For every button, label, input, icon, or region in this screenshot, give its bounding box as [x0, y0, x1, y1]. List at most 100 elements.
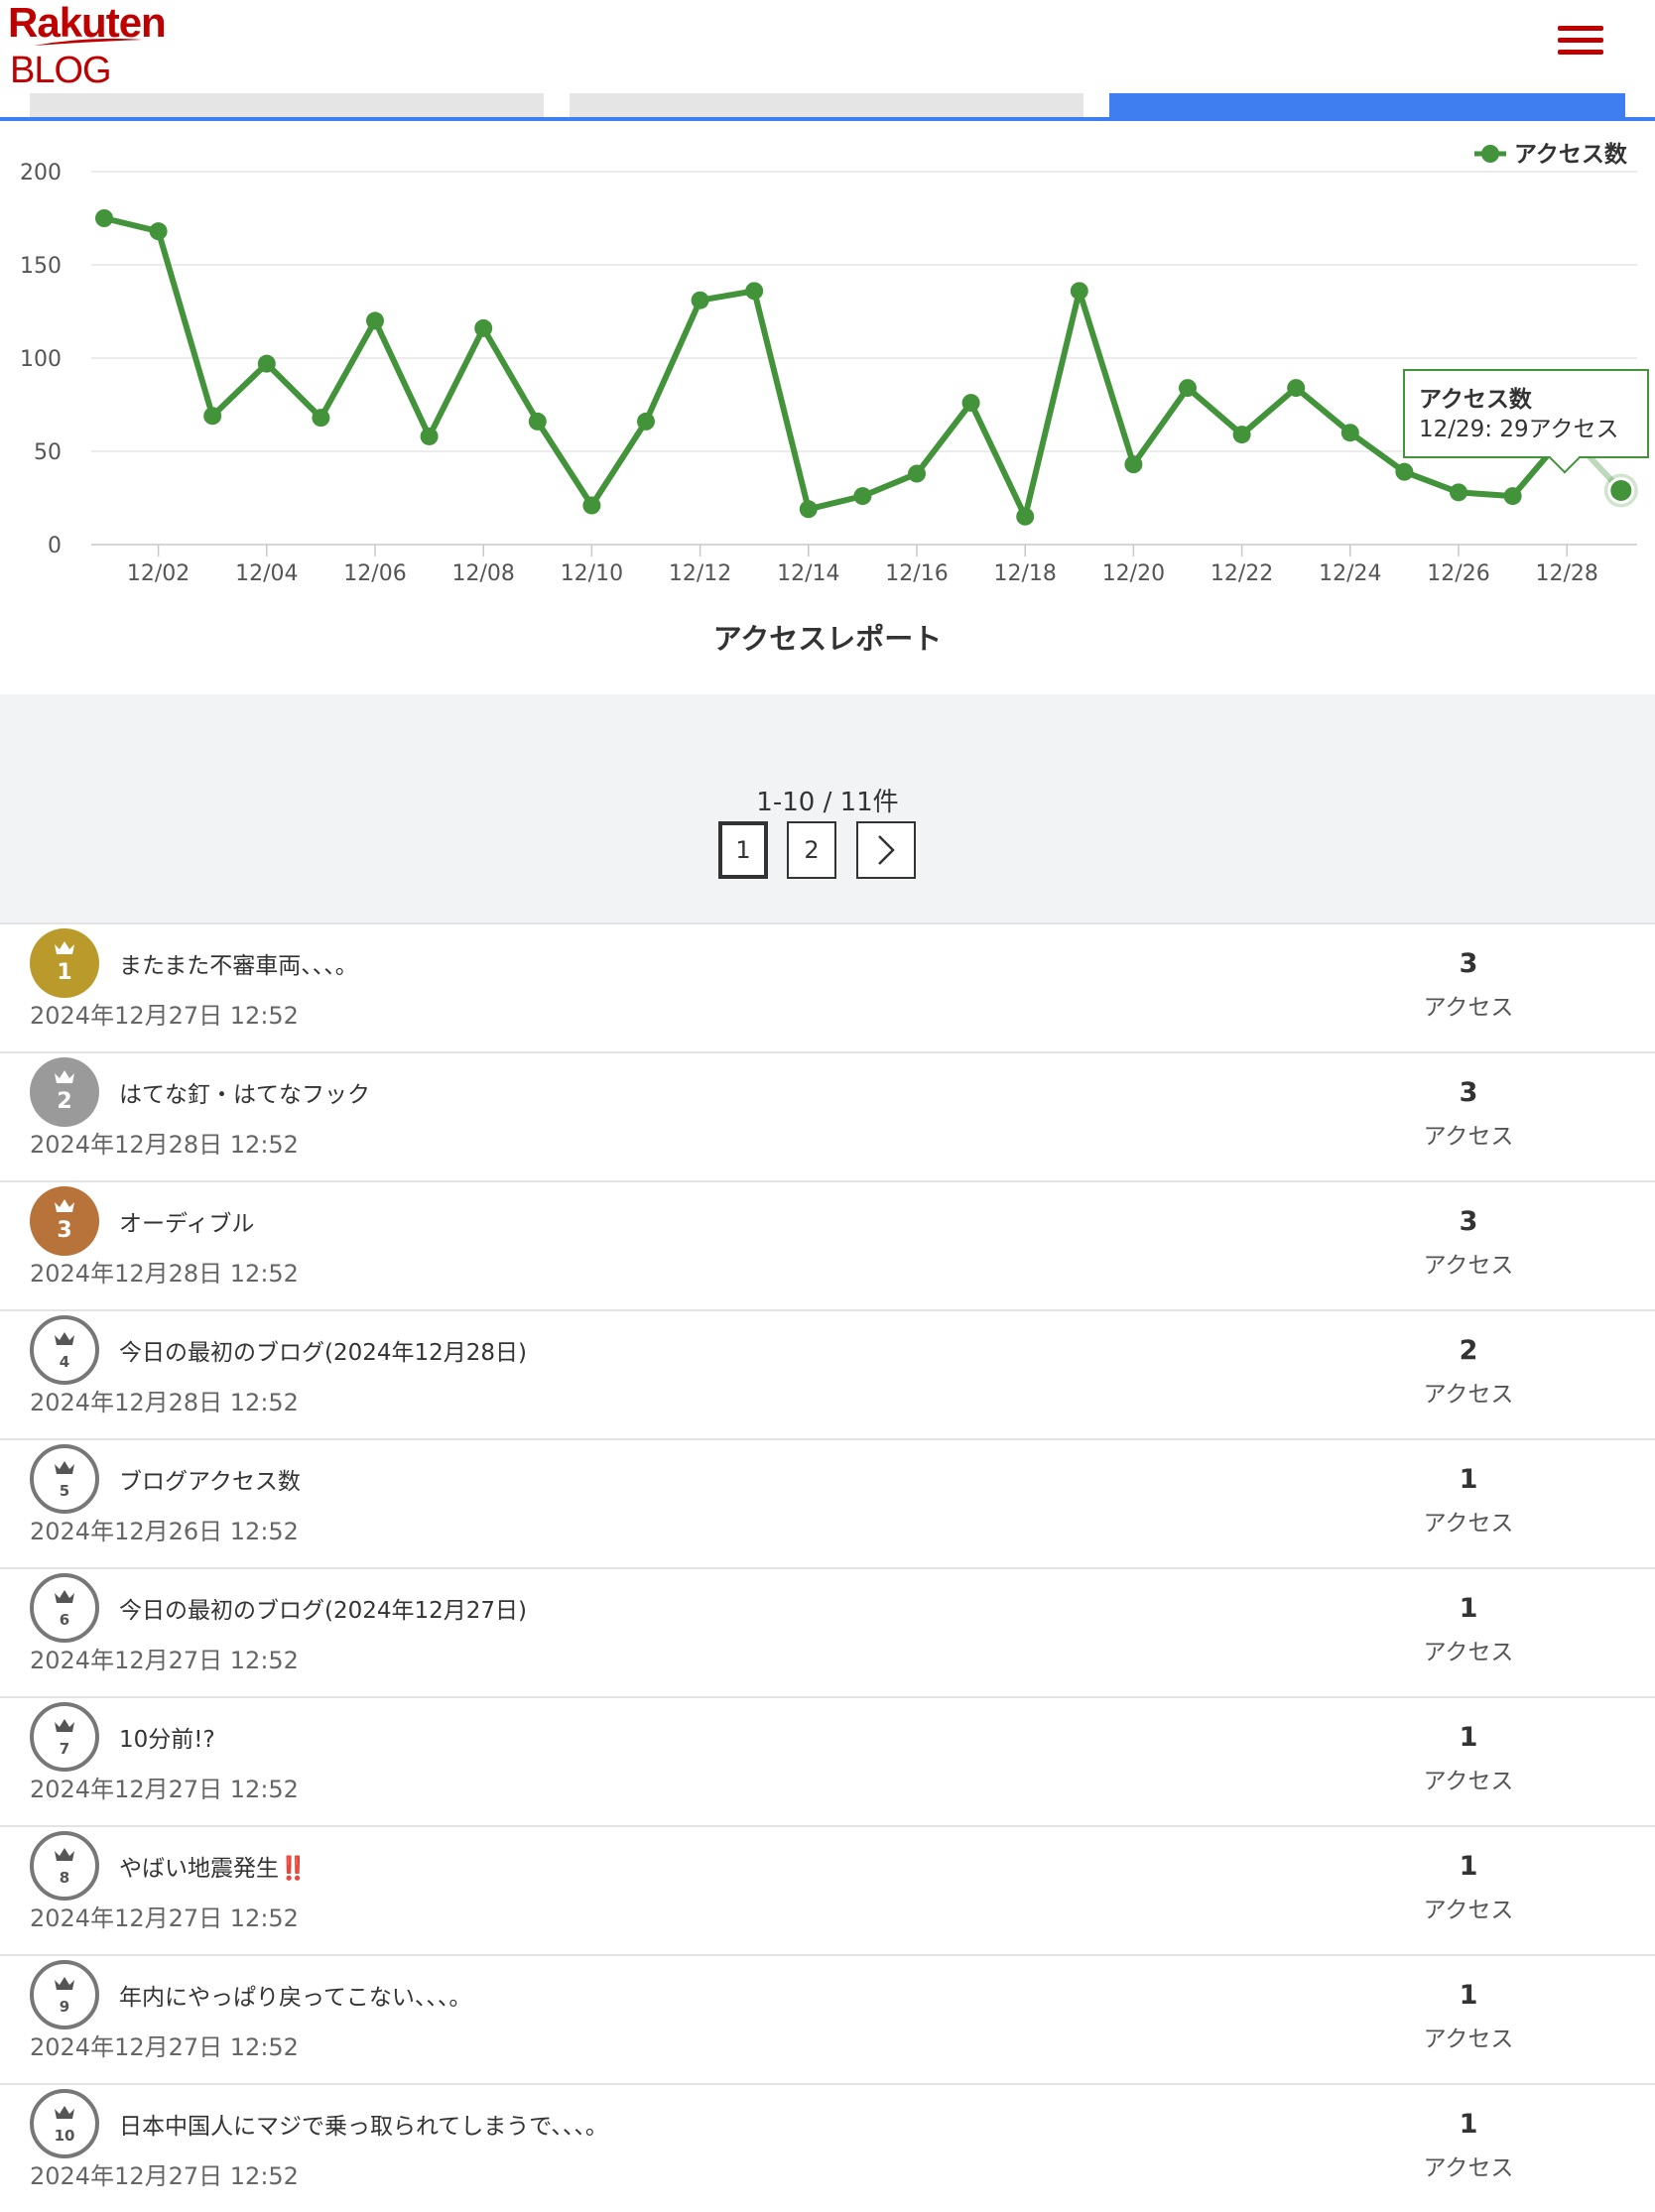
access-count: 3 — [1459, 1206, 1478, 1237]
ranking-row[interactable]: 10 日本中国人にマジで乗っ取られてしまうで、、、。 2024年12月27日 12:… — [0, 2083, 1655, 2212]
rank-badge: 4 — [30, 1315, 99, 1385]
ranking-row[interactable]: 3 オーディブル 2024年12月28日 12:52 3 アクセス — [0, 1180, 1655, 1309]
article-date: 2024年12月28日 12:52 — [30, 1131, 299, 1159]
page-1-button[interactable]: 1 — [718, 821, 768, 879]
data-point — [1607, 476, 1635, 504]
ranking-row[interactable]: 4 今日の最初のブログ(2024年12月28日) 2024年12月28日 12:52… — [0, 1309, 1655, 1438]
article-title-link[interactable]: ブログアクセス数 — [119, 1462, 301, 1496]
article-title-link[interactable]: 10分前!? — [119, 1720, 215, 1754]
ranking-row[interactable]: 8 やばい地震発生‼️ 2024年12月27日 12:52 1 アクセス — [0, 1825, 1655, 1954]
data-point — [1503, 487, 1522, 506]
data-point — [1287, 379, 1306, 398]
data-point — [799, 500, 818, 519]
ranking-row[interactable]: 1 またまた不審車両、、、。 2024年12月27日 12:52 3 アクセス — [0, 922, 1655, 1051]
x-tick-label: 12/04 — [235, 561, 298, 586]
tab-2[interactable] — [570, 93, 1083, 117]
rank-number: 5 — [59, 1482, 70, 1500]
access-unit: アクセス — [1423, 1253, 1514, 1279]
rank-badge: 7 — [30, 1702, 99, 1772]
rank-badge: 2 — [30, 1057, 99, 1127]
article-title-link[interactable]: はてな釘・はてなフック — [119, 1075, 370, 1109]
access-count: 1 — [1459, 1722, 1478, 1753]
data-point — [853, 487, 872, 506]
article-date: 2024年12月27日 12:52 — [30, 1905, 299, 1932]
rank-number: 8 — [59, 1869, 70, 1887]
rank-badge: 1 — [30, 928, 99, 998]
data-point — [1232, 426, 1251, 444]
article-date: 2024年12月27日 12:52 — [30, 2033, 299, 2061]
article-title: 今日の最初のブログ(2024年12月28日) — [119, 1340, 528, 1366]
data-point — [312, 409, 330, 428]
ranking-row[interactable]: 9 年内にやっぱり戻ってこない、、、。 2024年12月27日 12:52 1 アクセス — [0, 1954, 1655, 2083]
access-chart: 0 50 100 150 200 12/02 12/04 12/06 12/08 12/10 12/… — [0, 121, 1655, 694]
page-2-button[interactable]: 2 — [787, 821, 836, 879]
access-count: 3 — [1459, 1077, 1478, 1108]
y-tick-label: 150 — [20, 254, 62, 279]
data-point — [257, 354, 276, 373]
rank-number: 1 — [57, 960, 72, 985]
double-exclamation-icon: ‼️ — [279, 1856, 308, 1882]
pagination: 1 2 — [0, 821, 1655, 881]
hamburger-icon[interactable] — [1558, 26, 1603, 56]
article-title: 今日の最初のブログ(2024年12月27日) — [119, 1598, 528, 1624]
x-tick-label: 12/02 — [127, 561, 190, 586]
access-count: 1 — [1459, 1980, 1478, 2011]
article-date: 2024年12月28日 12:52 — [30, 1389, 299, 1416]
app-header: Rakuten BLOG — [0, 0, 1655, 122]
pagination-area: 1-10 / 11件 1 2 — [0, 694, 1655, 922]
access-count: 3 — [1459, 948, 1478, 979]
x-tick-label: 12/22 — [1210, 561, 1273, 586]
article-title-link[interactable]: 今日の最初のブログ(2024年12月27日) — [119, 1591, 527, 1625]
x-tick-label: 12/18 — [993, 561, 1056, 586]
data-point — [366, 311, 384, 330]
data-point — [420, 427, 439, 445]
ranking-row[interactable]: 2 はてな釘・はてなフック 2024年12月28日 12:52 3 アクセス — [0, 1051, 1655, 1180]
article-title-link[interactable]: 今日の最初のブログ(2024年12月28日) — [119, 1333, 527, 1367]
x-tick-label: 12/08 — [451, 561, 514, 586]
rakuten-blog-logo[interactable]: Rakuten BLOG — [8, 0, 167, 91]
article-title-link[interactable]: 年内にやっぱり戻ってこない、、、。 — [119, 1978, 471, 2012]
rank-number: 10 — [54, 2127, 75, 2145]
rank-number: 4 — [59, 1353, 70, 1371]
data-point — [528, 412, 547, 430]
article-title-link[interactable]: オーディブル — [119, 1204, 254, 1238]
tab-1[interactable] — [30, 93, 544, 117]
data-point — [1395, 462, 1414, 481]
access-count: 2 — [1459, 1335, 1478, 1366]
x-tick-label: 12/16 — [885, 561, 948, 586]
data-point — [149, 222, 168, 241]
article-title-link[interactable]: 日本中国人にマジで乗っ取られてしまうで、、、。 — [119, 2107, 608, 2141]
access-count: 1 — [1459, 1464, 1478, 1495]
tab-3-active[interactable] — [1109, 93, 1625, 117]
logo-rakuten-text: Rakuten — [8, 0, 167, 46]
crown-icon — [55, 1590, 74, 1603]
ranking-row[interactable]: 7 10分前!? 2024年12月27日 12:52 1 アクセス — [0, 1696, 1655, 1825]
data-point — [474, 318, 493, 337]
article-title-link[interactable]: やばい地震発生‼️ — [119, 1849, 308, 1883]
ranking-row[interactable]: 6 今日の最初のブログ(2024年12月27日) 2024年12月27日 12:52… — [0, 1567, 1655, 1696]
data-point — [1179, 379, 1197, 398]
crown-icon — [55, 1461, 74, 1474]
rank-number: 7 — [59, 1740, 70, 1758]
crown-icon — [55, 1719, 74, 1732]
article-title-link[interactable]: またまた不審車両、、、。 — [119, 946, 358, 980]
article-title: ブログアクセス数 — [119, 1469, 301, 1495]
access-unit: アクセス — [1423, 1511, 1514, 1536]
article-title: はてな釘・はてなフック — [119, 1082, 370, 1108]
tab-bar — [0, 93, 1655, 122]
y-tick-label: 100 — [20, 347, 62, 372]
rank-badge: 6 — [30, 1573, 99, 1643]
crown-icon — [55, 1977, 74, 1990]
series-line — [103, 215, 1570, 520]
access-line-chart: 0 50 100 150 200 12/02 12/04 12/06 12/08 12/10 12/… — [20, 142, 1638, 656]
access-unit: アクセス — [1423, 995, 1514, 1021]
rank-number: 9 — [59, 1998, 70, 2016]
rank-number: 6 — [59, 1611, 70, 1629]
article-title: 10分前!? — [119, 1727, 215, 1753]
ranking-row[interactable]: 5 ブログアクセス数 2024年12月26日 12:52 1 アクセス — [0, 1438, 1655, 1567]
article-title: やばい地震発生 — [119, 1856, 279, 1882]
logo-blog-text: BLOG — [10, 50, 112, 91]
access-unit: アクセス — [1423, 1898, 1514, 1923]
next-page-button[interactable] — [856, 821, 916, 879]
access-unit: アクセス — [1423, 1124, 1514, 1150]
